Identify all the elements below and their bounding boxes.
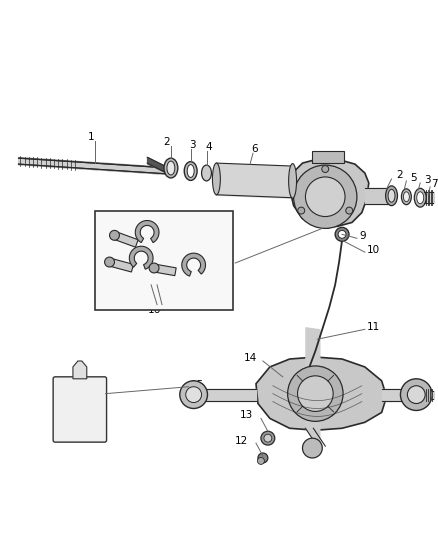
Circle shape bbox=[293, 165, 357, 229]
Ellipse shape bbox=[184, 161, 197, 180]
Text: 7: 7 bbox=[431, 179, 438, 189]
Circle shape bbox=[305, 177, 345, 216]
Circle shape bbox=[400, 379, 432, 410]
Text: 9: 9 bbox=[359, 231, 365, 241]
Circle shape bbox=[322, 166, 328, 173]
FancyBboxPatch shape bbox=[53, 377, 106, 442]
Text: R: R bbox=[76, 400, 84, 410]
Circle shape bbox=[261, 431, 275, 445]
Bar bbox=[312, 151, 344, 163]
Text: 16: 16 bbox=[148, 304, 161, 314]
Circle shape bbox=[258, 453, 268, 463]
Text: 1: 1 bbox=[88, 132, 94, 142]
Ellipse shape bbox=[201, 165, 212, 181]
Ellipse shape bbox=[167, 161, 175, 175]
Polygon shape bbox=[113, 232, 138, 247]
Text: 4: 4 bbox=[205, 142, 212, 152]
Polygon shape bbox=[153, 264, 176, 276]
Circle shape bbox=[180, 381, 208, 408]
Ellipse shape bbox=[385, 186, 397, 206]
Circle shape bbox=[264, 434, 272, 442]
Text: 3: 3 bbox=[189, 140, 196, 150]
Ellipse shape bbox=[417, 192, 424, 204]
Polygon shape bbox=[290, 159, 369, 227]
Polygon shape bbox=[135, 221, 159, 243]
Circle shape bbox=[105, 257, 114, 267]
Ellipse shape bbox=[212, 163, 220, 195]
Ellipse shape bbox=[187, 165, 194, 177]
Circle shape bbox=[297, 376, 333, 411]
Ellipse shape bbox=[289, 164, 297, 198]
Circle shape bbox=[407, 386, 425, 403]
Ellipse shape bbox=[402, 189, 411, 205]
Bar bbox=[95, 211, 233, 310]
Ellipse shape bbox=[164, 158, 178, 178]
Polygon shape bbox=[73, 361, 87, 379]
Text: 12: 12 bbox=[235, 436, 248, 446]
Text: 11: 11 bbox=[367, 322, 380, 333]
Text: V: V bbox=[76, 426, 84, 436]
Text: 13: 13 bbox=[240, 410, 253, 421]
Polygon shape bbox=[129, 246, 153, 269]
Text: 5: 5 bbox=[410, 173, 417, 183]
Text: 14: 14 bbox=[244, 353, 257, 363]
Circle shape bbox=[298, 207, 305, 214]
Polygon shape bbox=[256, 357, 387, 430]
Text: 10: 10 bbox=[367, 245, 380, 255]
Ellipse shape bbox=[388, 189, 395, 202]
Circle shape bbox=[149, 263, 159, 273]
Text: 2: 2 bbox=[164, 138, 170, 147]
Text: 6: 6 bbox=[252, 144, 258, 154]
Circle shape bbox=[335, 228, 349, 241]
Text: T: T bbox=[77, 414, 83, 423]
Text: 8: 8 bbox=[323, 221, 330, 231]
Circle shape bbox=[258, 457, 265, 464]
Text: 3: 3 bbox=[424, 175, 431, 185]
Circle shape bbox=[110, 230, 120, 240]
Polygon shape bbox=[109, 258, 134, 272]
Circle shape bbox=[303, 438, 322, 458]
Polygon shape bbox=[182, 253, 205, 276]
Ellipse shape bbox=[414, 188, 426, 207]
Ellipse shape bbox=[403, 192, 410, 201]
Text: 2: 2 bbox=[396, 170, 403, 180]
Circle shape bbox=[288, 366, 343, 422]
Circle shape bbox=[338, 230, 346, 238]
Circle shape bbox=[346, 207, 353, 214]
Circle shape bbox=[186, 387, 201, 402]
Text: 15: 15 bbox=[191, 379, 204, 390]
